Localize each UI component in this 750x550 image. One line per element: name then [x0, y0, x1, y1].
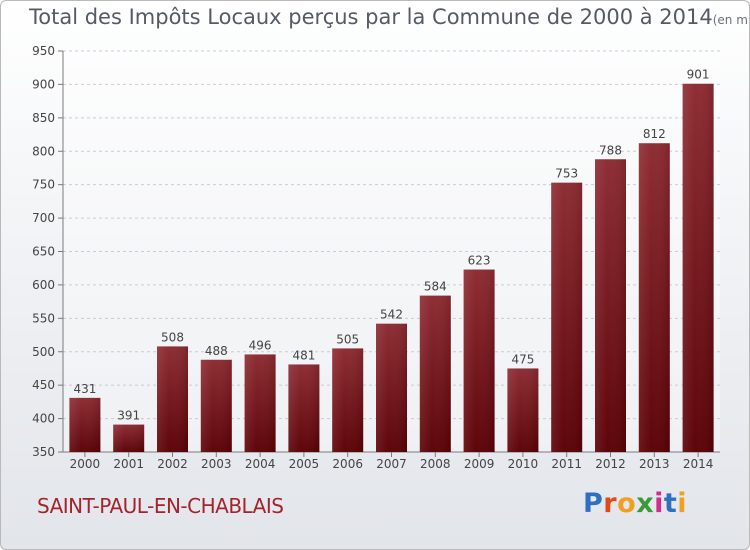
logo-letter: t — [663, 488, 678, 519]
logo-letter: P — [583, 488, 604, 519]
x-tick-label: 2004 — [245, 457, 276, 471]
bar-shading — [419, 295, 451, 452]
bar-shading — [157, 346, 188, 452]
bar-shading — [595, 159, 626, 452]
bar-value-label: 496 — [249, 338, 272, 352]
x-tick-label: 2005 — [289, 457, 320, 471]
bar-shading — [69, 397, 101, 452]
bar-shading — [551, 182, 583, 452]
x-tick-label: 2011 — [551, 457, 582, 471]
y-tick-label: 800 — [32, 144, 55, 158]
x-tick-label: 2002 — [157, 457, 188, 471]
bar-shading — [332, 348, 364, 452]
bar-value-label: 623 — [468, 254, 491, 268]
y-tick-label: 900 — [32, 77, 55, 91]
bar-value-label: 788 — [599, 143, 622, 157]
bar-shading — [244, 354, 276, 452]
bar-value-label: 481 — [292, 348, 315, 362]
bar-value-label: 505 — [336, 332, 359, 346]
proxiti-logo: Proxiti — [583, 488, 687, 519]
chart-title: Total des Impôts Locaux perçus par la Co… — [29, 5, 750, 29]
bar-value-label: 391 — [117, 409, 140, 423]
y-tick-label: 750 — [32, 178, 55, 192]
bar-value-label: 753 — [555, 167, 578, 181]
bar-shading — [682, 83, 714, 452]
x-tick-label: 2000 — [70, 457, 101, 471]
bar-shading — [288, 364, 320, 452]
x-tick-label: 2014 — [683, 457, 714, 471]
x-tick-label: 2006 — [332, 457, 363, 471]
x-tick-label: 2013 — [639, 457, 670, 471]
title-unit: (en milliers d'€) — [712, 13, 750, 27]
bar-value-label: 475 — [511, 352, 534, 366]
bar-value-label: 542 — [380, 308, 403, 322]
y-tick-label: 500 — [32, 345, 55, 359]
bar-value-label: 488 — [205, 344, 228, 358]
y-tick-label: 600 — [32, 278, 55, 292]
bar-value-label: 584 — [424, 280, 447, 294]
bar-shading — [113, 424, 145, 452]
bar-shading — [507, 368, 539, 452]
commune-name: SAINT-PAUL-EN-CHABLAIS — [37, 494, 284, 518]
bar-shading — [638, 143, 670, 453]
title-text: Total des Impôts Locaux perçus par la Co… — [29, 5, 713, 29]
bar-value-label: 508 — [161, 330, 184, 344]
bar-value-label: 431 — [73, 382, 96, 396]
bar-value-label: 901 — [687, 68, 710, 82]
x-tick-label: 2007 — [376, 457, 407, 471]
x-tick-label: 2003 — [201, 457, 232, 471]
logo-letter: o — [617, 488, 637, 519]
logo-letter: i — [654, 488, 664, 519]
y-tick-label: 850 — [32, 111, 55, 125]
bar-value-label: 812 — [643, 127, 666, 141]
bar-shading — [376, 323, 407, 452]
logo-letter: x — [636, 488, 655, 519]
y-tick-label: 650 — [32, 245, 55, 259]
x-tick-label: 2008 — [420, 457, 451, 471]
x-tick-label: 2012 — [595, 457, 626, 471]
logo-letter: i — [677, 488, 688, 519]
bar-shading — [463, 269, 495, 452]
logo-letter: r — [603, 488, 618, 519]
y-tick-label: 450 — [32, 378, 55, 392]
y-tick-label: 700 — [32, 211, 55, 225]
bar-shading — [200, 359, 232, 452]
x-tick-label: 2010 — [508, 457, 539, 471]
x-tick-label: 2001 — [113, 457, 144, 471]
x-tick-label: 2009 — [464, 457, 495, 471]
y-tick-label: 400 — [32, 412, 55, 426]
y-tick-label: 350 — [32, 445, 55, 459]
y-tick-label: 950 — [32, 44, 55, 58]
y-tick-label: 550 — [32, 311, 55, 325]
